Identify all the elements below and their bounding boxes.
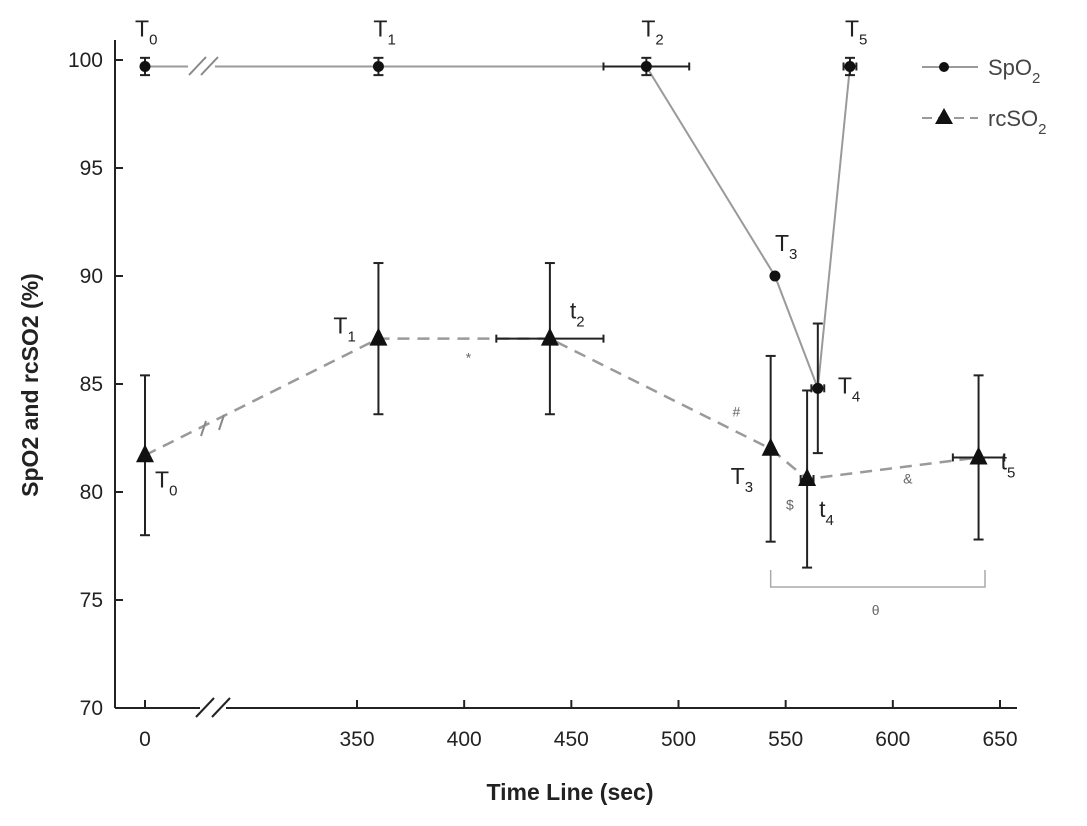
y-tick-label: 70: [80, 697, 103, 720]
spo2-break-mark: [188, 56, 207, 76]
rcso2-point-label: t5: [1001, 448, 1016, 481]
legend-marker-spo2: [939, 62, 949, 72]
y-tick-label: 90: [80, 265, 103, 288]
x-axis-break-mark: [195, 697, 215, 718]
x-axis-title: Time Line (sec): [486, 779, 653, 805]
x-tick-label: 500: [661, 728, 696, 751]
x-tick-label: 650: [982, 728, 1017, 751]
spo2-line: [378, 65, 851, 389]
y-tick-label: 85: [80, 373, 103, 396]
x-tick-label: 550: [768, 728, 803, 751]
rcso2-point-label: t4: [819, 496, 834, 529]
spo2-point-label: T1: [373, 15, 395, 48]
rcso2-point: [969, 446, 988, 465]
significance-mark: $: [786, 496, 794, 512]
spo2-point-label: T4: [838, 372, 860, 405]
rcso2-point: [798, 468, 817, 487]
rcso2-point-label: T3: [731, 463, 753, 496]
spo2-point-label: T2: [641, 15, 663, 48]
rcso2-break-mark: [218, 414, 225, 431]
spo2-break-mark: [200, 56, 219, 76]
y-tick-label: 95: [80, 157, 103, 180]
spo2-point: [640, 60, 652, 72]
spo2-point: [769, 270, 781, 282]
spo2-point: [844, 60, 856, 72]
spo2-point-label: T5: [845, 15, 867, 48]
y-tick-label: 75: [80, 589, 103, 612]
rcso2-line: [144, 337, 979, 481]
significance-mark: θ: [872, 602, 880, 618]
legend-label: SpO2: [988, 55, 1040, 87]
x-tick-label: 350: [339, 728, 374, 751]
y-tick-label: 100: [68, 49, 103, 72]
y-axis-title: SpO2 and rcSO2 (%): [17, 273, 43, 497]
significance-mark: &: [903, 470, 913, 486]
spo2-point-label: T0: [135, 15, 157, 48]
comparison-bracket: [769, 570, 986, 588]
rcso2-point: [540, 327, 559, 346]
x-tick-label: 400: [447, 728, 482, 751]
x-axis-break-mark: [211, 697, 231, 718]
legend-label: rcSO2: [988, 106, 1046, 138]
rcso2-break-mark: [200, 420, 207, 437]
spo2-point: [812, 382, 824, 394]
rcso2-point-label: T0: [155, 466, 177, 499]
legend-marker-rcso2: [935, 108, 953, 124]
rcso2-point-label: T1: [333, 313, 355, 346]
x-tick-label: 0: [139, 728, 151, 751]
rcso2-point-label: t2: [570, 298, 585, 331]
x-tick-label: 450: [554, 728, 589, 751]
rcso2-point: [369, 327, 388, 346]
significance-mark: *: [466, 349, 472, 365]
significance-mark: #: [732, 403, 740, 419]
rcso2-point: [136, 444, 154, 463]
rcso2-point: [761, 437, 780, 456]
x-tick-label: 600: [875, 728, 910, 751]
spo2-point: [139, 60, 151, 72]
y-tick-label: 80: [80, 481, 103, 504]
spo2-point: [372, 60, 384, 72]
spo2-point-label: T3: [775, 230, 797, 263]
